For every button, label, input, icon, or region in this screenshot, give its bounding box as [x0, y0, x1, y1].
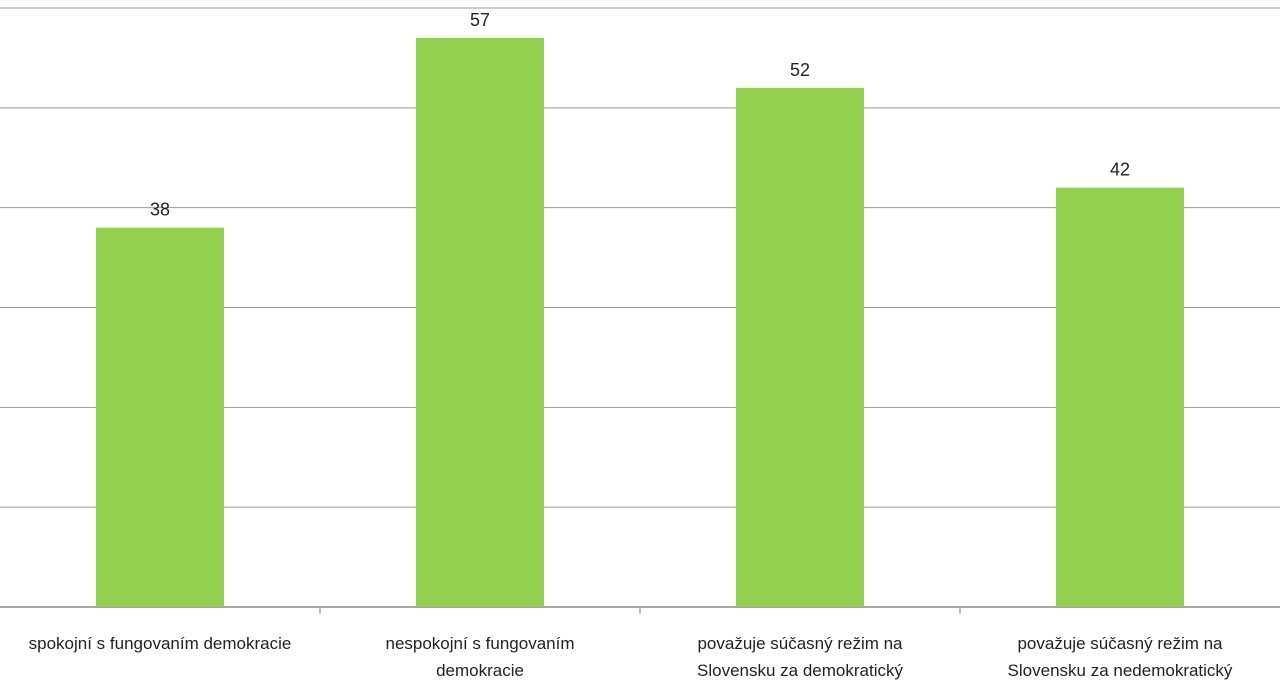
x-tick-label: považuje súčasný režim na Slovensku za d…: [697, 634, 903, 680]
x-tick-label: nespokojní s fungovaním demokracie: [385, 634, 575, 680]
bar: [96, 227, 224, 607]
bar: [736, 87, 864, 607]
value-label: 42: [1110, 160, 1130, 180]
bar: [1056, 187, 1184, 607]
value-label: 52: [790, 60, 810, 80]
value-label: 38: [150, 200, 170, 220]
value-label: 57: [470, 10, 490, 30]
x-tick-label: spokojní s fungovaním demokracie: [28, 634, 292, 653]
x-tick-label: považuje súčasný režim na Slovensku za n…: [1007, 634, 1233, 680]
bar: [416, 37, 544, 607]
